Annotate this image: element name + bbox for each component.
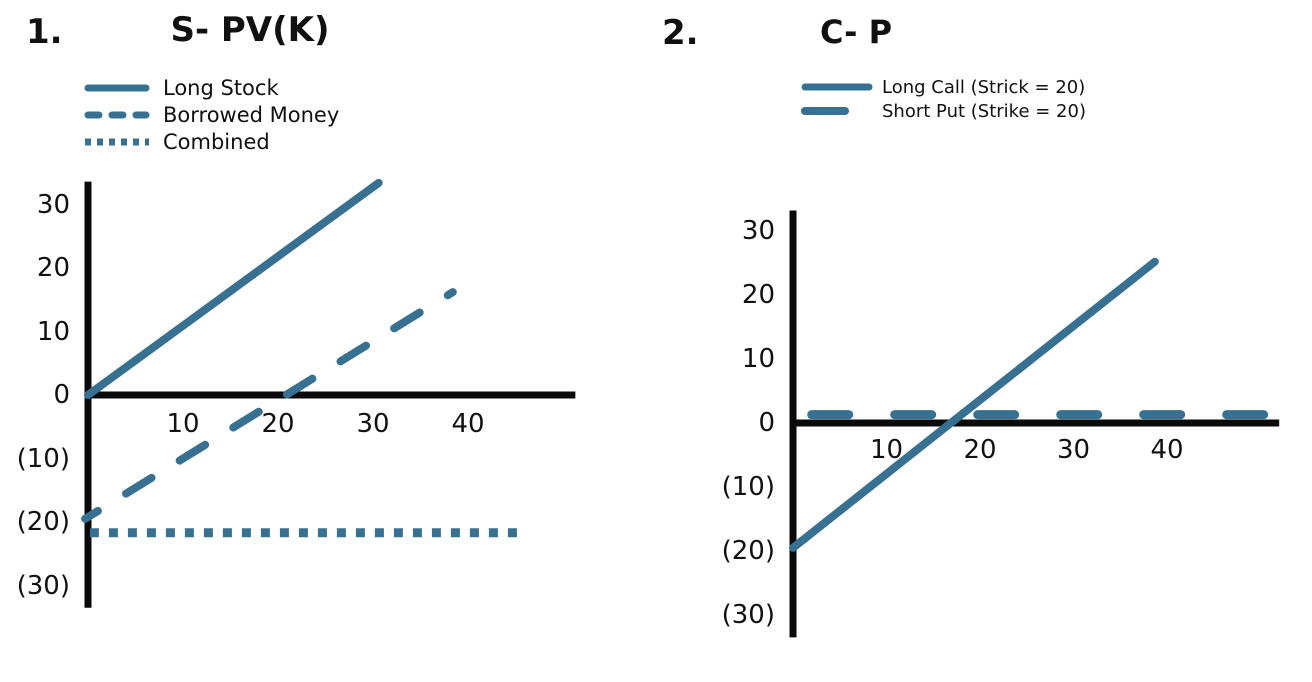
legend-swatch-canvas bbox=[801, 83, 873, 91]
legend-label-borrowed-money: Borrowed Money bbox=[163, 102, 340, 127]
legend-item-combined: Combined bbox=[84, 128, 339, 155]
chart-1-title: S- PV(K) bbox=[170, 10, 330, 50]
y-tick-label: 30 bbox=[36, 189, 70, 220]
series-borrowed-money bbox=[81, 288, 457, 523]
legend-item-borrowed-money: Borrowed Money bbox=[84, 101, 339, 128]
chart-2-legend: Long Call (Strick = 20) Short Put (Strik… bbox=[801, 75, 1086, 123]
borrowed-money-line-swatch bbox=[84, 109, 150, 121]
legend-label-long-call: Long Call (Strick = 20) bbox=[882, 76, 1086, 98]
y-tick-label: (20) bbox=[721, 536, 775, 566]
legend-item-short-put: Short Put (Strike = 20) bbox=[801, 99, 1086, 123]
chart-1-number: 1. bbox=[26, 12, 63, 52]
chart-2-title: C- P bbox=[819, 13, 893, 51]
x-tick-label: 30 bbox=[356, 409, 390, 439]
y-tick-label: 10 bbox=[36, 316, 70, 347]
long-stock-line-swatch bbox=[84, 82, 150, 94]
x-tick-label: 20 bbox=[963, 435, 997, 465]
y-tick-label: 30 bbox=[741, 216, 775, 246]
x-tick-label: 10 bbox=[869, 435, 904, 465]
legend-label-long-stock: Long Stock bbox=[163, 75, 279, 100]
y-tick-label: (20) bbox=[16, 507, 70, 537]
y-tick-label: (30) bbox=[16, 570, 70, 601]
y-tick-label: 20 bbox=[36, 253, 70, 283]
y-tick-label: 0 bbox=[53, 380, 70, 410]
legend-swatch-canvas bbox=[84, 84, 150, 91]
x-tick-label: 30 bbox=[1056, 435, 1091, 465]
y-tick-label: (10) bbox=[16, 443, 70, 474]
y-tick-label: 20 bbox=[741, 280, 775, 310]
legend-item-long-stock: Long Stock bbox=[84, 74, 339, 101]
y-tick-label: 0 bbox=[758, 408, 775, 438]
legend-swatch-canvas bbox=[84, 111, 150, 118]
x-tick-label: 20 bbox=[261, 409, 295, 439]
y-tick-label: 10 bbox=[741, 344, 775, 374]
legend-label-combined: Combined bbox=[163, 129, 270, 154]
series-long-stock bbox=[84, 178, 383, 399]
long-call-line-swatch bbox=[801, 81, 873, 93]
x-tick-label: 10 bbox=[166, 409, 200, 439]
legend-label-short-put: Short Put (Strike = 20) bbox=[882, 100, 1086, 122]
series-long-call bbox=[789, 257, 1159, 552]
y-tick-label: (30) bbox=[721, 600, 775, 630]
short-put-line-swatch bbox=[801, 105, 873, 117]
combined-line-swatch bbox=[84, 136, 150, 148]
y-tick-label: (10) bbox=[721, 472, 775, 502]
legend-swatch-canvas bbox=[801, 107, 849, 115]
x-tick-label: 40 bbox=[1150, 435, 1184, 465]
legend-item-long-call: Long Call (Strick = 20) bbox=[801, 75, 1086, 99]
legend-swatch-canvas bbox=[85, 138, 149, 145]
x-tick-label: 40 bbox=[451, 409, 485, 439]
chart-1-legend: Long Stock Borrowed Money Combined bbox=[84, 74, 339, 155]
chart-2-number: 2. bbox=[662, 13, 699, 53]
